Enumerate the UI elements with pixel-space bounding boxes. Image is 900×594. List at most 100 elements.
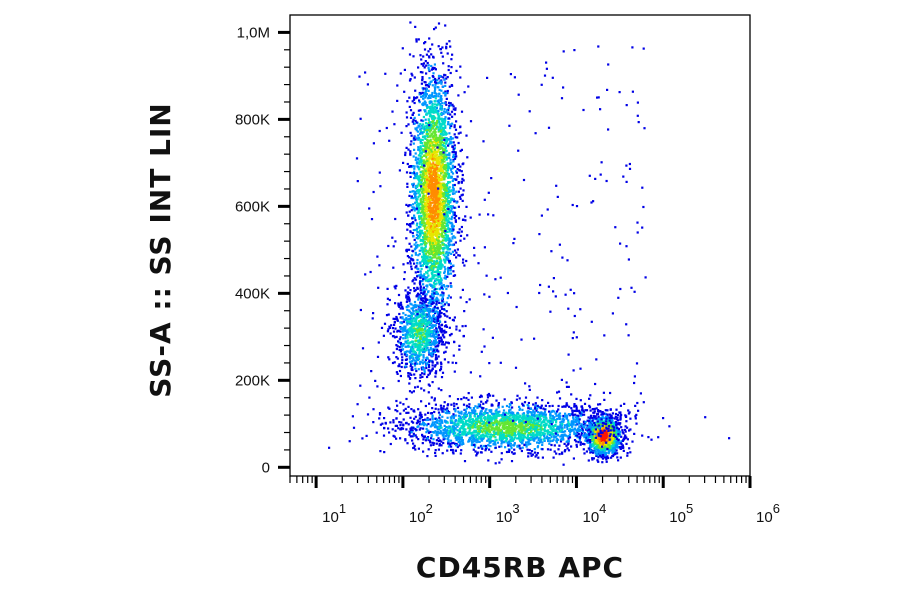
event-dot [420, 63, 423, 66]
event-dot [439, 278, 443, 281]
event-dot [442, 152, 446, 155]
event-dot [448, 230, 451, 233]
event-dot [583, 436, 586, 439]
event-dot [413, 317, 416, 320]
event-dot [395, 347, 398, 351]
event-dot [431, 272, 434, 276]
event-dot [421, 280, 424, 283]
event-dot [410, 303, 413, 306]
event-dot [415, 177, 418, 180]
event-dot [436, 191, 439, 194]
event-dot [452, 235, 455, 238]
event-dot [443, 187, 446, 190]
event-dot [436, 216, 439, 219]
event-dot [443, 351, 446, 354]
event-dot [412, 111, 415, 114]
event-dot [431, 269, 434, 273]
event-dot [454, 107, 457, 110]
event-dot [428, 310, 431, 313]
event-dot [438, 326, 441, 329]
event-dot [429, 141, 432, 145]
event-dot [407, 214, 410, 217]
event-dot [435, 356, 438, 359]
event-dot [423, 345, 426, 349]
event-dot [395, 356, 398, 359]
event-dot [437, 74, 441, 77]
event-dot [417, 191, 420, 195]
event-dot [615, 408, 618, 411]
event-dot [448, 237, 451, 240]
event-dot [439, 218, 442, 221]
event-dot [419, 157, 422, 160]
event-dot [420, 223, 423, 226]
event-dot [435, 139, 438, 143]
event-dot [432, 244, 435, 248]
event-dot [596, 453, 600, 456]
event-dot [444, 341, 448, 344]
event-dot [417, 323, 420, 326]
event-dot [447, 123, 450, 126]
event-dot [429, 100, 432, 103]
event-dot [422, 351, 425, 354]
event-dot [424, 319, 427, 323]
event-dot [438, 167, 441, 170]
event-dot [422, 338, 425, 341]
event-dot [445, 224, 448, 227]
event-dot [410, 195, 413, 198]
event-dot [425, 362, 429, 365]
event-dot [595, 454, 598, 457]
event-dot [429, 295, 432, 298]
event-dot [432, 206, 435, 209]
event-dot [413, 248, 416, 251]
event-dot [400, 345, 404, 348]
event-dot [414, 356, 418, 359]
event-dot [437, 251, 440, 254]
event-dot [427, 64, 430, 67]
event-dot [440, 298, 443, 301]
event-dot [421, 71, 424, 74]
event-dot [443, 285, 446, 288]
event-dot [442, 76, 445, 79]
event-dot [409, 190, 412, 193]
event-dot [591, 458, 594, 461]
event-dot [422, 248, 425, 251]
event-dot [403, 353, 406, 356]
event-dot [428, 186, 431, 189]
event-dot [443, 259, 446, 262]
event-dot [413, 287, 416, 290]
event-dot [421, 302, 424, 305]
event-dot [429, 268, 432, 271]
event-dot [405, 125, 408, 128]
event-dot [434, 180, 437, 183]
event-dot [436, 217, 439, 220]
event-dot [425, 242, 428, 245]
event-dot [431, 230, 435, 233]
event-dot [404, 350, 407, 353]
event-dot [426, 262, 429, 266]
event-dot [435, 335, 438, 339]
event-dot [428, 247, 432, 250]
event-dot [418, 293, 421, 296]
event-dot [599, 423, 602, 426]
event-dot [409, 322, 412, 325]
event-dot [414, 306, 418, 309]
event-dot [420, 275, 423, 278]
event-dot [401, 348, 405, 351]
event-dot [422, 154, 425, 157]
event-dot [393, 336, 397, 339]
event-dot [426, 138, 429, 141]
event-dot [443, 343, 446, 346]
event-dot [440, 164, 443, 168]
event-dot [452, 108, 455, 111]
event-dot [457, 163, 460, 166]
event-dot [437, 86, 440, 89]
event-dot [437, 253, 440, 256]
event-dot [612, 424, 616, 427]
event-dot [412, 328, 415, 331]
event-dot [423, 181, 427, 184]
event-dot [418, 163, 421, 166]
event-dot [434, 288, 437, 291]
event-dot [419, 331, 422, 334]
event-dot [426, 235, 429, 238]
event-dot [416, 231, 419, 234]
